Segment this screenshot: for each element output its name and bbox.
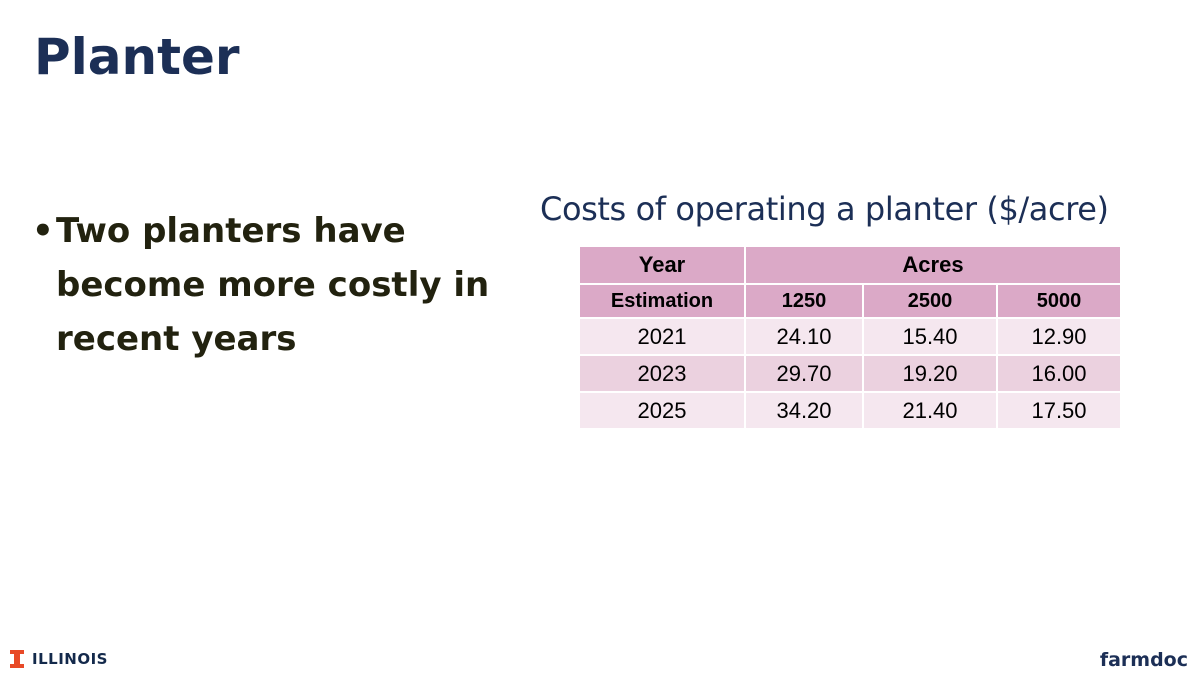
table-cell: 24.10 (744, 317, 864, 356)
table-cell: 12.90 (995, 317, 1123, 356)
table-cell: 2023 (578, 354, 746, 393)
cost-table: Year Acres Estimation 1250 2500 5000 202… (578, 245, 1123, 430)
header-5000: 5000 (995, 283, 1123, 319)
header-acres: Acres (743, 245, 1123, 285)
header-estimation: Estimation (578, 283, 746, 319)
table-row: 2021 24.10 15.40 12.90 (578, 317, 1123, 356)
table-row: 2025 34.20 21.40 17.50 (578, 391, 1123, 430)
table-cell: 34.20 (744, 391, 864, 430)
bullet-dot-icon: • (32, 211, 54, 251)
farmdoc-logo: farmdoc (1099, 649, 1188, 671)
illinois-logo-text: ILLINOIS (32, 650, 108, 668)
table-cell: 21.40 (862, 391, 998, 430)
header-year: Year (578, 245, 746, 285)
table-cell: 2025 (578, 391, 746, 430)
bullet-item: • Two planters have become more costly i… (32, 204, 512, 366)
table-row: 2023 29.70 19.20 16.00 (578, 354, 1123, 393)
table-cell: 17.50 (995, 391, 1123, 430)
table-cell: 29.70 (744, 354, 864, 393)
table-cell: 2021 (578, 317, 746, 356)
table-header-row: Year Acres (578, 245, 1123, 285)
table-title: Costs of operating a planter ($/acre) (540, 190, 1109, 228)
table-cell: 19.20 (862, 354, 998, 393)
header-1250: 1250 (744, 283, 864, 319)
table-cell: 16.00 (995, 354, 1123, 393)
header-2500: 2500 (862, 283, 998, 319)
bullet-list: • Two planters have become more costly i… (32, 204, 512, 366)
table-subheader-row: Estimation 1250 2500 5000 (578, 283, 1123, 319)
bullet-text: Two planters have become more costly in … (56, 211, 490, 359)
slide-title: Planter (34, 28, 240, 86)
illinois-logo: ILLINOIS (10, 650, 108, 668)
block-i-icon (10, 650, 24, 668)
table-cell: 15.40 (862, 317, 998, 356)
